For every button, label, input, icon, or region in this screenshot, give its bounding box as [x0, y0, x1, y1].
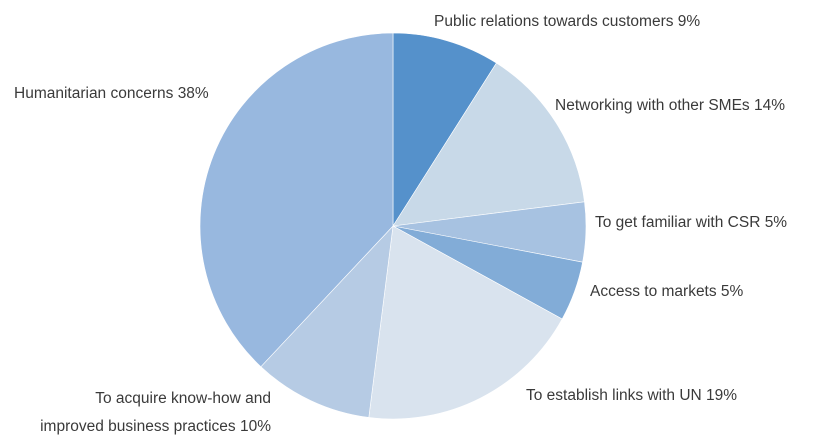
pie-label-line: To acquire know-how and: [95, 390, 271, 407]
pie-slice-to-establish-links-with-un: [368, 225, 563, 420]
pie-label-to-acquire-know-how-and-improved-business-practices: To acquire know-how and improved business…: [40, 390, 271, 435]
pie-labels: Public relations towards customers 9% Net…: [14, 13, 787, 435]
pie-label-networking-with-other-smes: Networking with other SMEs 14%: [555, 97, 785, 114]
pie-slice-public-relations-towards-customers: [392, 32, 497, 228]
pie-label-to-get-familiar-with-csr: To get familiar with CSR 5%: [595, 214, 787, 231]
pie-slice-humanitarian-concerns: [199, 32, 394, 368]
pie-label-public-relations-towards-customers: Public relations towards customers 9%: [434, 13, 700, 30]
pie-label-line: improved business practices 10%: [40, 418, 271, 435]
pie-label-access-to-markets: Access to markets 5%: [590, 283, 744, 300]
pie-label-humanitarian-concerns: Humanitarian concerns 38%: [14, 85, 209, 102]
pie-slices: [199, 32, 587, 420]
pie-slice-networking-with-other-smes: [392, 62, 585, 227]
pie-slice-to-acquire-know-how-and-improved-business-practices: [260, 225, 394, 418]
pie-label-to-establish-links-with-un: To establish links with UN 19%: [526, 387, 737, 404]
